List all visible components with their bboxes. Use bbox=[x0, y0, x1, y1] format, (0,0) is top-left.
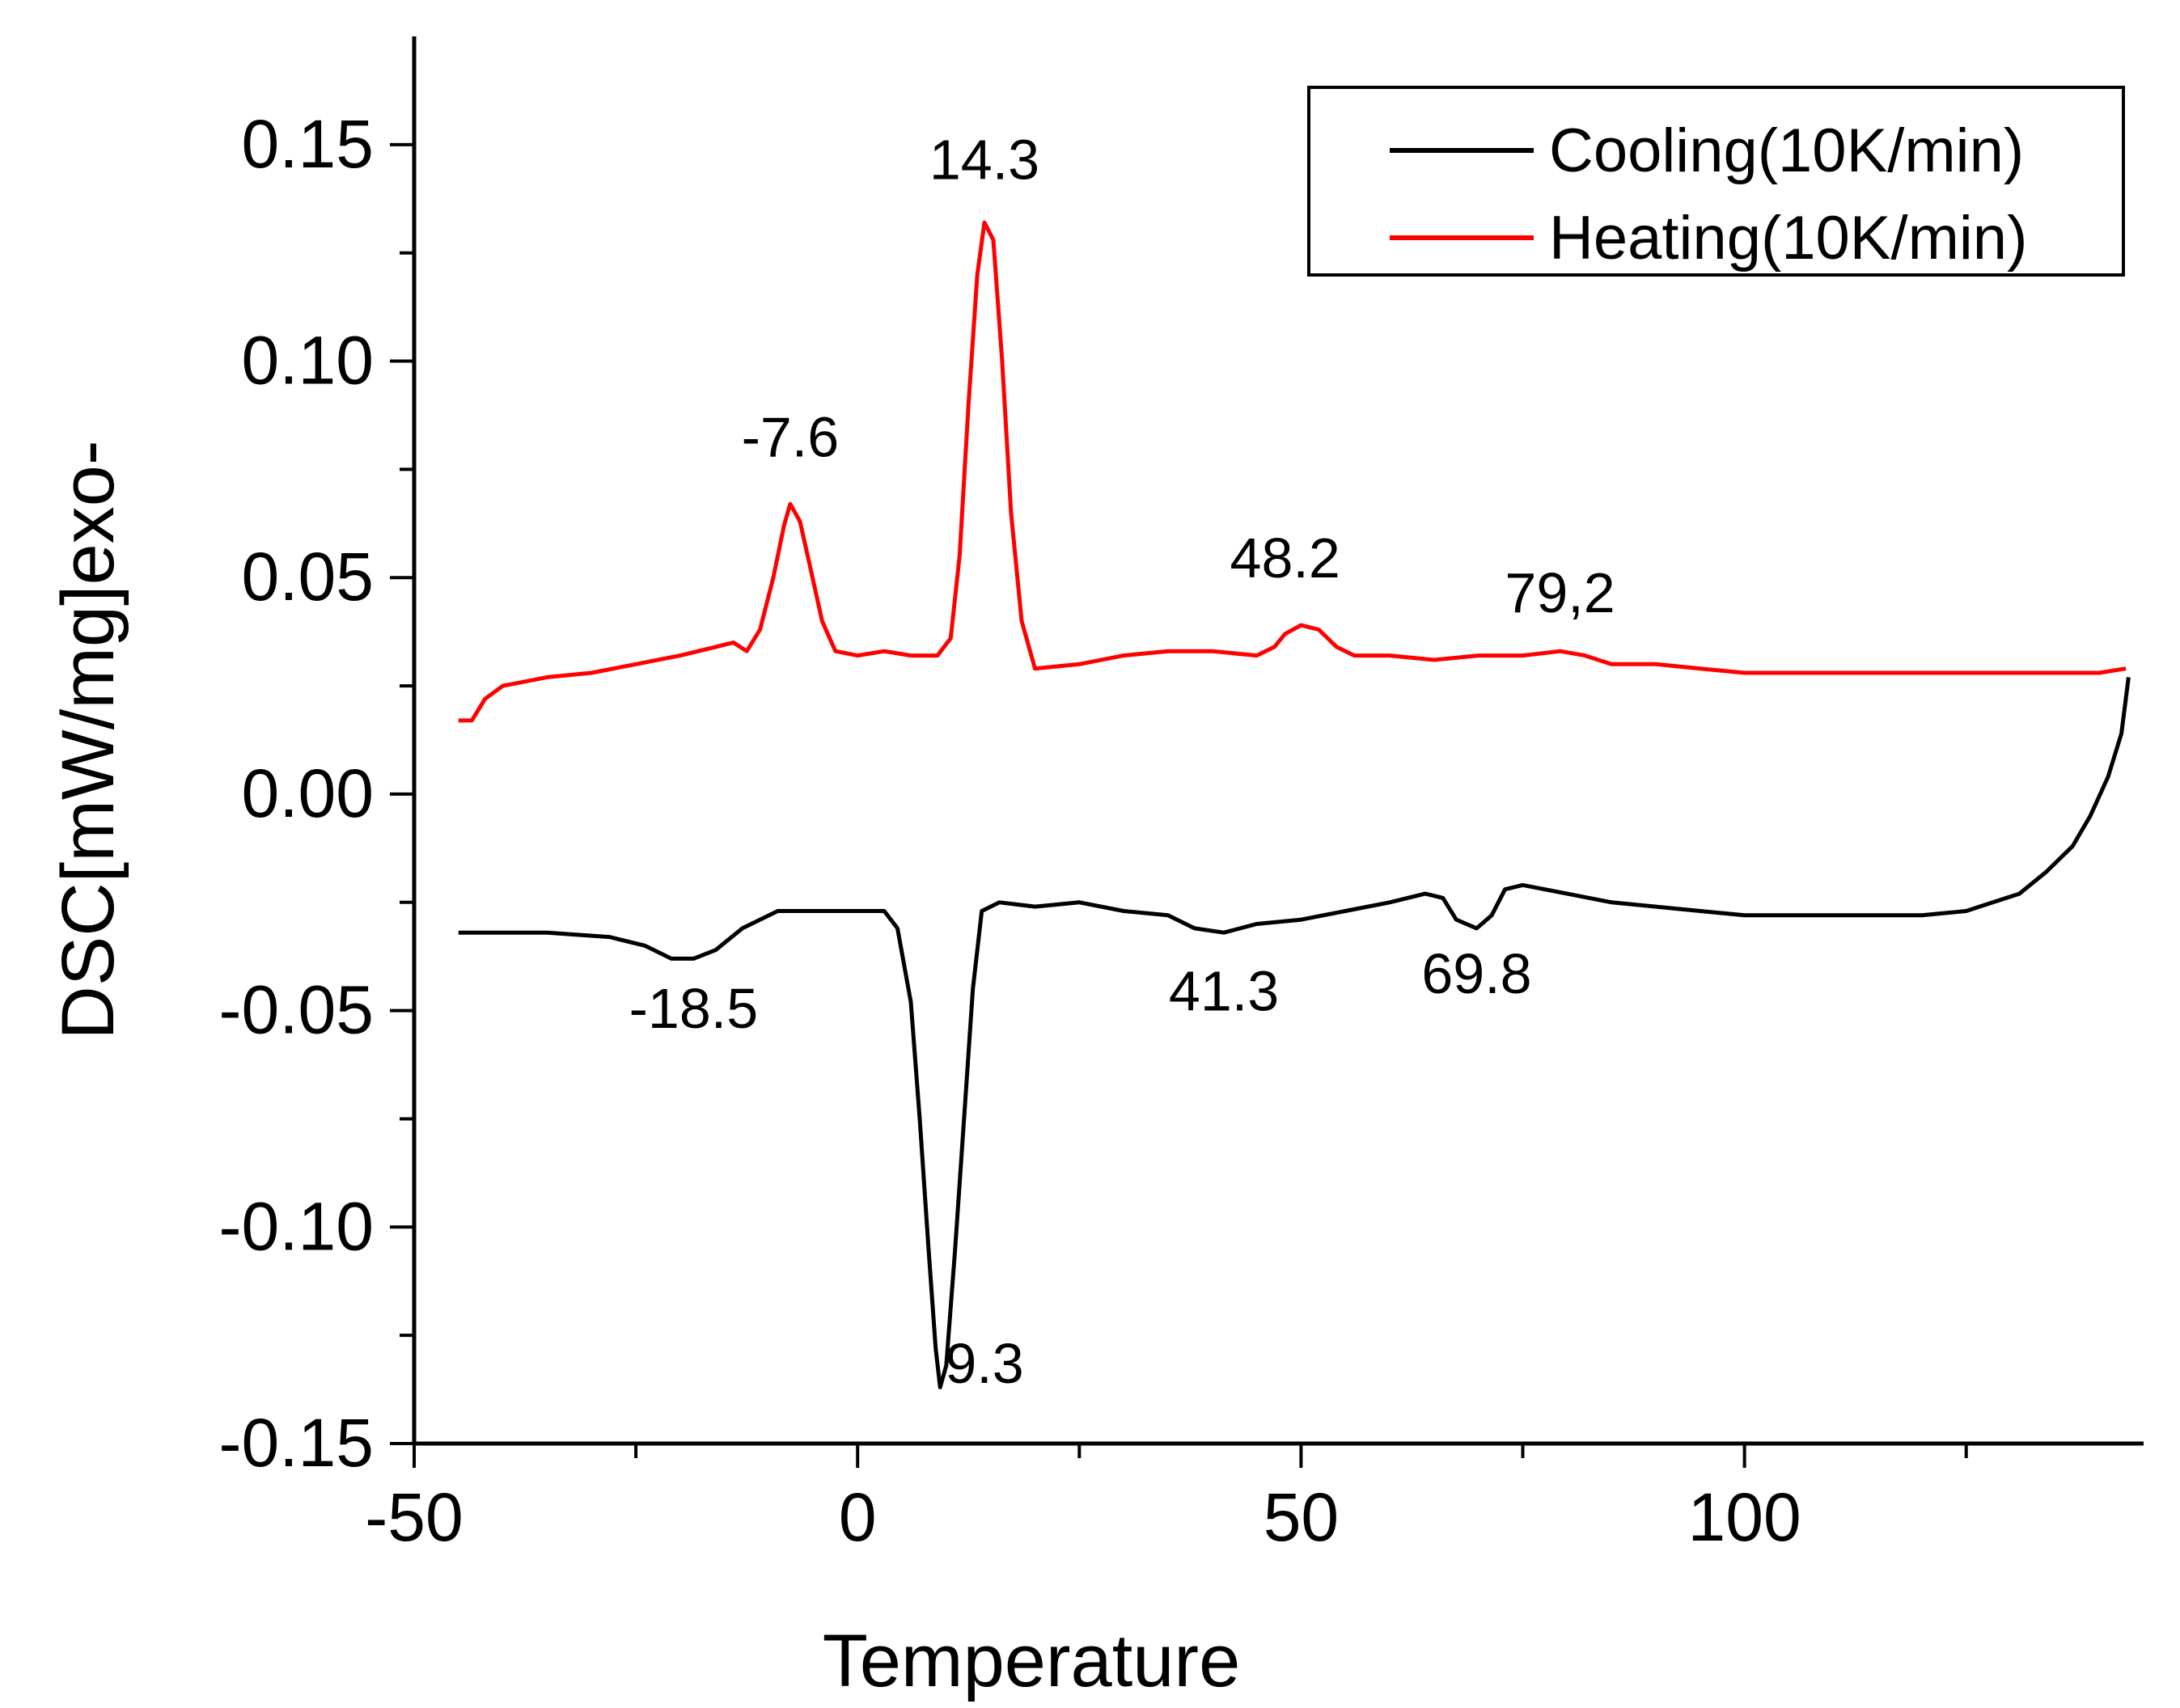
legend-label-heating: Heating(10K/min) bbox=[1549, 204, 2027, 273]
peak-annotation: -18.5 bbox=[629, 977, 759, 1040]
series-layer bbox=[458, 220, 2131, 1389]
x-tick-label: 100 bbox=[1688, 1479, 1801, 1555]
peak-annotation: -7.6 bbox=[742, 405, 840, 468]
x-ticks: -50 0 50 100 bbox=[365, 1444, 1968, 1555]
y-tick-label: 0.00 bbox=[242, 755, 375, 831]
y-axis-title: DSC[mW/mg]exo- bbox=[47, 440, 129, 1039]
legend-box bbox=[1307, 86, 2125, 277]
y-tick-label: -0.15 bbox=[219, 1405, 374, 1481]
axes: -50 0 50 100 0.15 0.10 0.05 0.00 -0.05 -0.10 -0.1… bbox=[219, 36, 2144, 1555]
legend: Cooling(10K/min) Heating(10K/min) bbox=[1307, 86, 2125, 277]
x-tick-label: 50 bbox=[1264, 1479, 1339, 1555]
peak-annotation: 69.8 bbox=[1421, 942, 1531, 1005]
y-tick-label: -0.05 bbox=[219, 972, 374, 1048]
series-line-heating bbox=[458, 220, 2127, 723]
y-tick-label: -0.10 bbox=[219, 1188, 374, 1264]
peak-annotation: 14.3 bbox=[929, 129, 1039, 192]
peak-annotation: 9.3 bbox=[945, 1332, 1023, 1395]
legend-label-cooling: Cooling(10K/min) bbox=[1549, 116, 2024, 185]
peak-annotation: 48.2 bbox=[1230, 526, 1340, 590]
x-tick-label: -50 bbox=[365, 1479, 463, 1555]
y-tick-label: 0.10 bbox=[242, 323, 375, 399]
peak-annotation: 79,2 bbox=[1505, 561, 1615, 624]
annotation-layer: 14.3 -7.6 48.2 79,2 -18.5 41.3 69.8 9.3 bbox=[629, 129, 1615, 1395]
series-line-cooling bbox=[458, 677, 2131, 1389]
x-axis-title: Temperature bbox=[823, 1620, 1240, 1702]
y-tick-label: 0.15 bbox=[242, 106, 375, 182]
y-tick-label: 0.05 bbox=[242, 539, 375, 615]
x-tick-label: 0 bbox=[839, 1479, 877, 1555]
peak-annotation: 41.3 bbox=[1169, 960, 1279, 1023]
y-ticks: 0.15 0.10 0.05 0.00 -0.05 -0.10 -0.15 bbox=[219, 106, 414, 1481]
